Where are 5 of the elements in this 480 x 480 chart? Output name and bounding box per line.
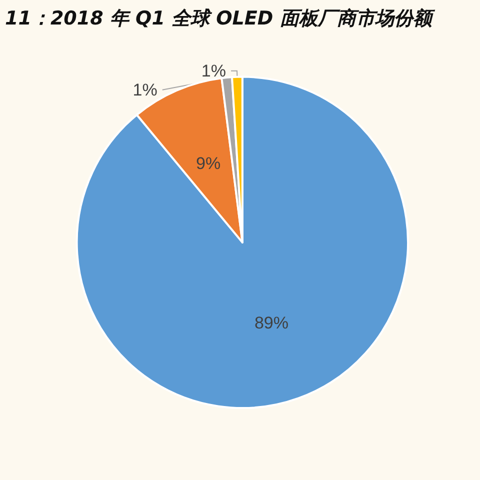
data-label: 89% [254, 314, 288, 333]
data-label: 1% [201, 61, 226, 80]
data-label: 1% [132, 80, 158, 100]
data-label: 9% [196, 154, 221, 174]
chart-title: 11：2018 年 Q1 全球 OLED 面板厂商市场份额 [5, 8, 436, 30]
